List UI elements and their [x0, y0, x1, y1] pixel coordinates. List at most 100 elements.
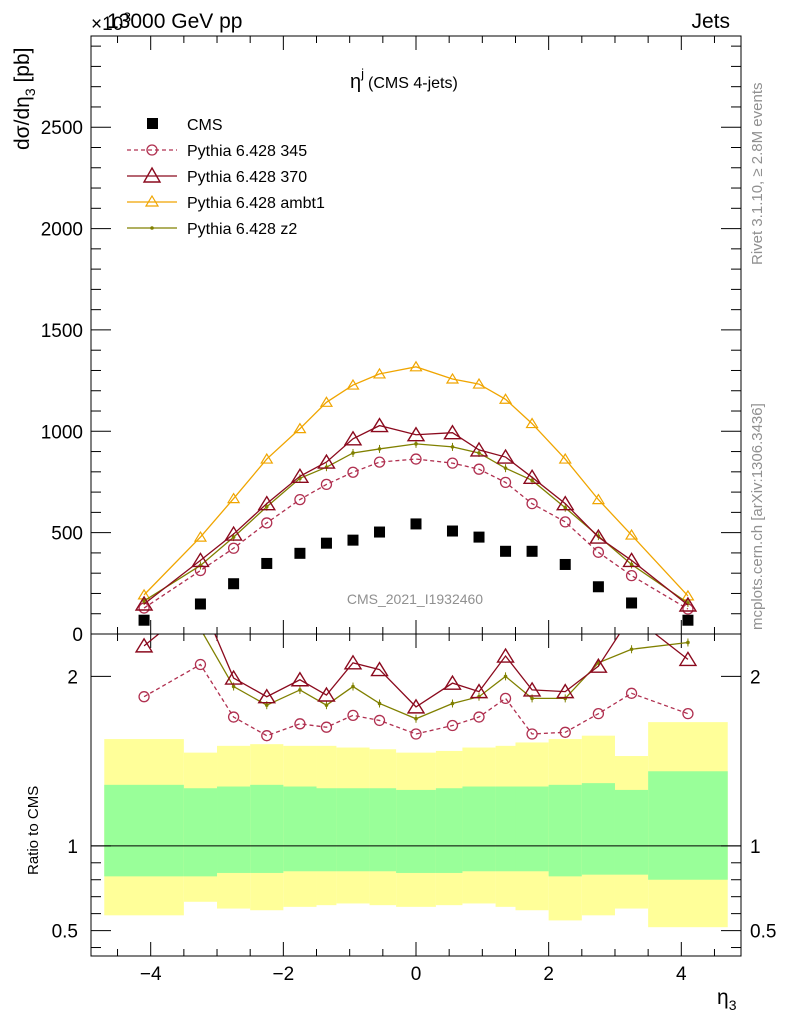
- ratio-series: [134, 468, 698, 742]
- y-tick-label: 1000: [41, 422, 83, 443]
- ratio-point-pythia-6-428-345: [347, 709, 359, 721]
- uncertainty-band-inner: [336, 788, 370, 872]
- point-pythia-6-428-345: [261, 517, 273, 529]
- uncertainty-band-inner: [316, 788, 337, 872]
- svg-text:Pythia 6.428 z2: Pythia 6.428 z2: [187, 221, 297, 238]
- point-pythia-6-428-ambt1: [591, 493, 605, 505]
- ratio-point-pythia-6-428-ambt1: [682, 536, 693, 545]
- mcplots-label: mcplots.cern.ch [arXiv:1306.3436]: [749, 403, 766, 630]
- ratio-bands: [91, 722, 741, 928]
- analysis-watermark: CMS_2021_I1932460: [347, 591, 483, 607]
- y-tick-label: 0: [72, 625, 83, 646]
- point-pythia-6-428-345: [373, 456, 386, 468]
- point-pythia-6-428-ambt1: [525, 417, 539, 429]
- point-pythia-6-428-ambt1: [472, 377, 486, 389]
- ratio-point-pythia-6-428-370: [678, 651, 698, 667]
- point-cms: [626, 597, 638, 609]
- point-cms: [473, 531, 485, 543]
- ratio-point-pythia-6-428-370: [343, 654, 363, 670]
- point-pythia-6-428-345: [294, 493, 306, 506]
- ratio-point-pythia-6-428-370: [257, 688, 277, 704]
- x-tick-label: −2: [273, 964, 295, 985]
- y-tick-label: 1500: [41, 321, 83, 342]
- ratio-point-pythia-6-428-ambt1: [560, 587, 571, 596]
- point-pythia-6-428-ambt1: [293, 422, 307, 434]
- ratio-point-pythia-6-428-ambt1: [261, 595, 272, 604]
- svg-text:Pythia 6.428 370: Pythia 6.428 370: [187, 169, 307, 186]
- point-cms: [559, 558, 571, 570]
- point-pythia-6-428-ambt1: [227, 492, 241, 504]
- point-cms: [261, 557, 273, 569]
- ratio-point-pythia-6-428-370: [224, 669, 243, 685]
- point-cms: [592, 581, 604, 593]
- point-pythia-6-428-ambt1: [409, 360, 423, 372]
- ratio-point-pythia-6-428-370: [522, 681, 542, 697]
- point-pythia-6-428-345: [559, 516, 571, 528]
- point-cms: [500, 545, 512, 557]
- point-pythia-6-428-370: [589, 528, 608, 544]
- ratio-point-pythia-6-428-ambt1: [500, 527, 511, 536]
- ratio-y-tick-label-right: 0.5: [750, 922, 776, 943]
- ratio-y-tick-label-right: 2: [750, 667, 761, 688]
- ratio-point-pythia-6-428-370: [406, 698, 426, 714]
- ratio-point-pythia-6-428-345: [625, 687, 638, 699]
- ratio-point-pythia-6-428-ambt1: [347, 561, 358, 570]
- ratio-point-pythia-6-428-345: [194, 658, 207, 671]
- ratio-point-pythia-6-428-ambt1: [294, 578, 305, 587]
- point-pythia-6-428-ambt1: [346, 378, 360, 390]
- ratio-point-pythia-6-428-345: [138, 691, 150, 703]
- uncertainty-band-inner: [104, 784, 184, 877]
- ratio-point-pythia-6-428-345: [446, 719, 459, 732]
- uncertainty-band-inner: [435, 788, 463, 873]
- svg-text:Pythia 6.428 345: Pythia 6.428 345: [187, 143, 307, 160]
- point-pythia-6-428-345: [592, 546, 605, 558]
- legend-entry-345: Pythia 6.428 345: [127, 143, 307, 160]
- uncertainty-band-inner: [183, 788, 218, 877]
- ratio-point-pythia-6-428-370: [589, 657, 608, 673]
- point-pythia-6-428-345: [347, 466, 359, 478]
- series-line-pythia-6-428-ambt1: [143, 366, 689, 597]
- point-pythia-6-428-ambt1: [319, 396, 334, 407]
- uncertainty-band-inner: [462, 786, 496, 872]
- point-cms: [682, 614, 694, 626]
- uncertainty-band-inner: [614, 789, 649, 875]
- legend: CMS Pythia 6.428 345 Pythia 6.428 370 Py…: [127, 117, 325, 238]
- main-series: [134, 360, 698, 626]
- point-pythia-6-428-370: [257, 495, 277, 511]
- ratio-point-pythia-6-428-ambt1: [527, 578, 538, 587]
- ratio-point-pythia-6-428-z2: [199, 627, 203, 631]
- ratio-point-pythia-6-428-370: [469, 683, 489, 699]
- point-pythia-6-428-370: [522, 468, 542, 485]
- axis-ticks: [91, 36, 741, 956]
- svg-text:Pythia 6.428 ambt1: Pythia 6.428 ambt1: [187, 195, 325, 212]
- point-pythia-6-428-345: [320, 478, 333, 491]
- tick-labels: 0 500 1000 1500 2000 2500 0.5 0.5 1 1 2 2 −4 −2 0 2 4: [41, 118, 777, 985]
- legend-entry-cms: CMS: [147, 117, 223, 134]
- point-pythia-6-428-370: [622, 552, 641, 568]
- ratio-point-pythia-6-428-ambt1: [626, 468, 637, 477]
- point-pythia-6-428-370: [496, 448, 515, 464]
- ratio-point-pythia-6-428-ambt1: [374, 578, 385, 587]
- uncertainty-band-inner: [250, 784, 284, 873]
- ratio-point-pythia-6-428-ambt1: [321, 578, 332, 587]
- ratio-point-pythia-6-428-345: [499, 692, 512, 705]
- point-pythia-6-428-370: [343, 430, 363, 446]
- ratio-ylabel: Ratio to CMS: [25, 786, 42, 875]
- point-pythia-6-428-370: [370, 417, 389, 433]
- ratio-point-pythia-6-428-345: [592, 708, 605, 720]
- y-tick-label: 2500: [41, 118, 83, 139]
- uncertainty-band-inner: [369, 788, 397, 872]
- point-cms: [320, 537, 332, 549]
- point-pythia-6-428-ambt1: [445, 372, 460, 384]
- point-pythia-6-428-345: [227, 542, 240, 554]
- point-cms: [294, 547, 306, 559]
- point-pythia-6-428-370: [555, 495, 575, 511]
- point-pythia-6-428-ambt1: [372, 367, 387, 379]
- point-pythia-6-428-345: [410, 453, 422, 465]
- point-cms: [526, 545, 538, 557]
- x-tick-label: 2: [543, 964, 554, 985]
- ratio-point-pythia-6-428-345: [373, 714, 386, 727]
- uncertainty-band-inner: [495, 786, 516, 872]
- ratio-point-pythia-6-428-345: [526, 728, 538, 740]
- x-tick-label: −4: [140, 964, 162, 985]
